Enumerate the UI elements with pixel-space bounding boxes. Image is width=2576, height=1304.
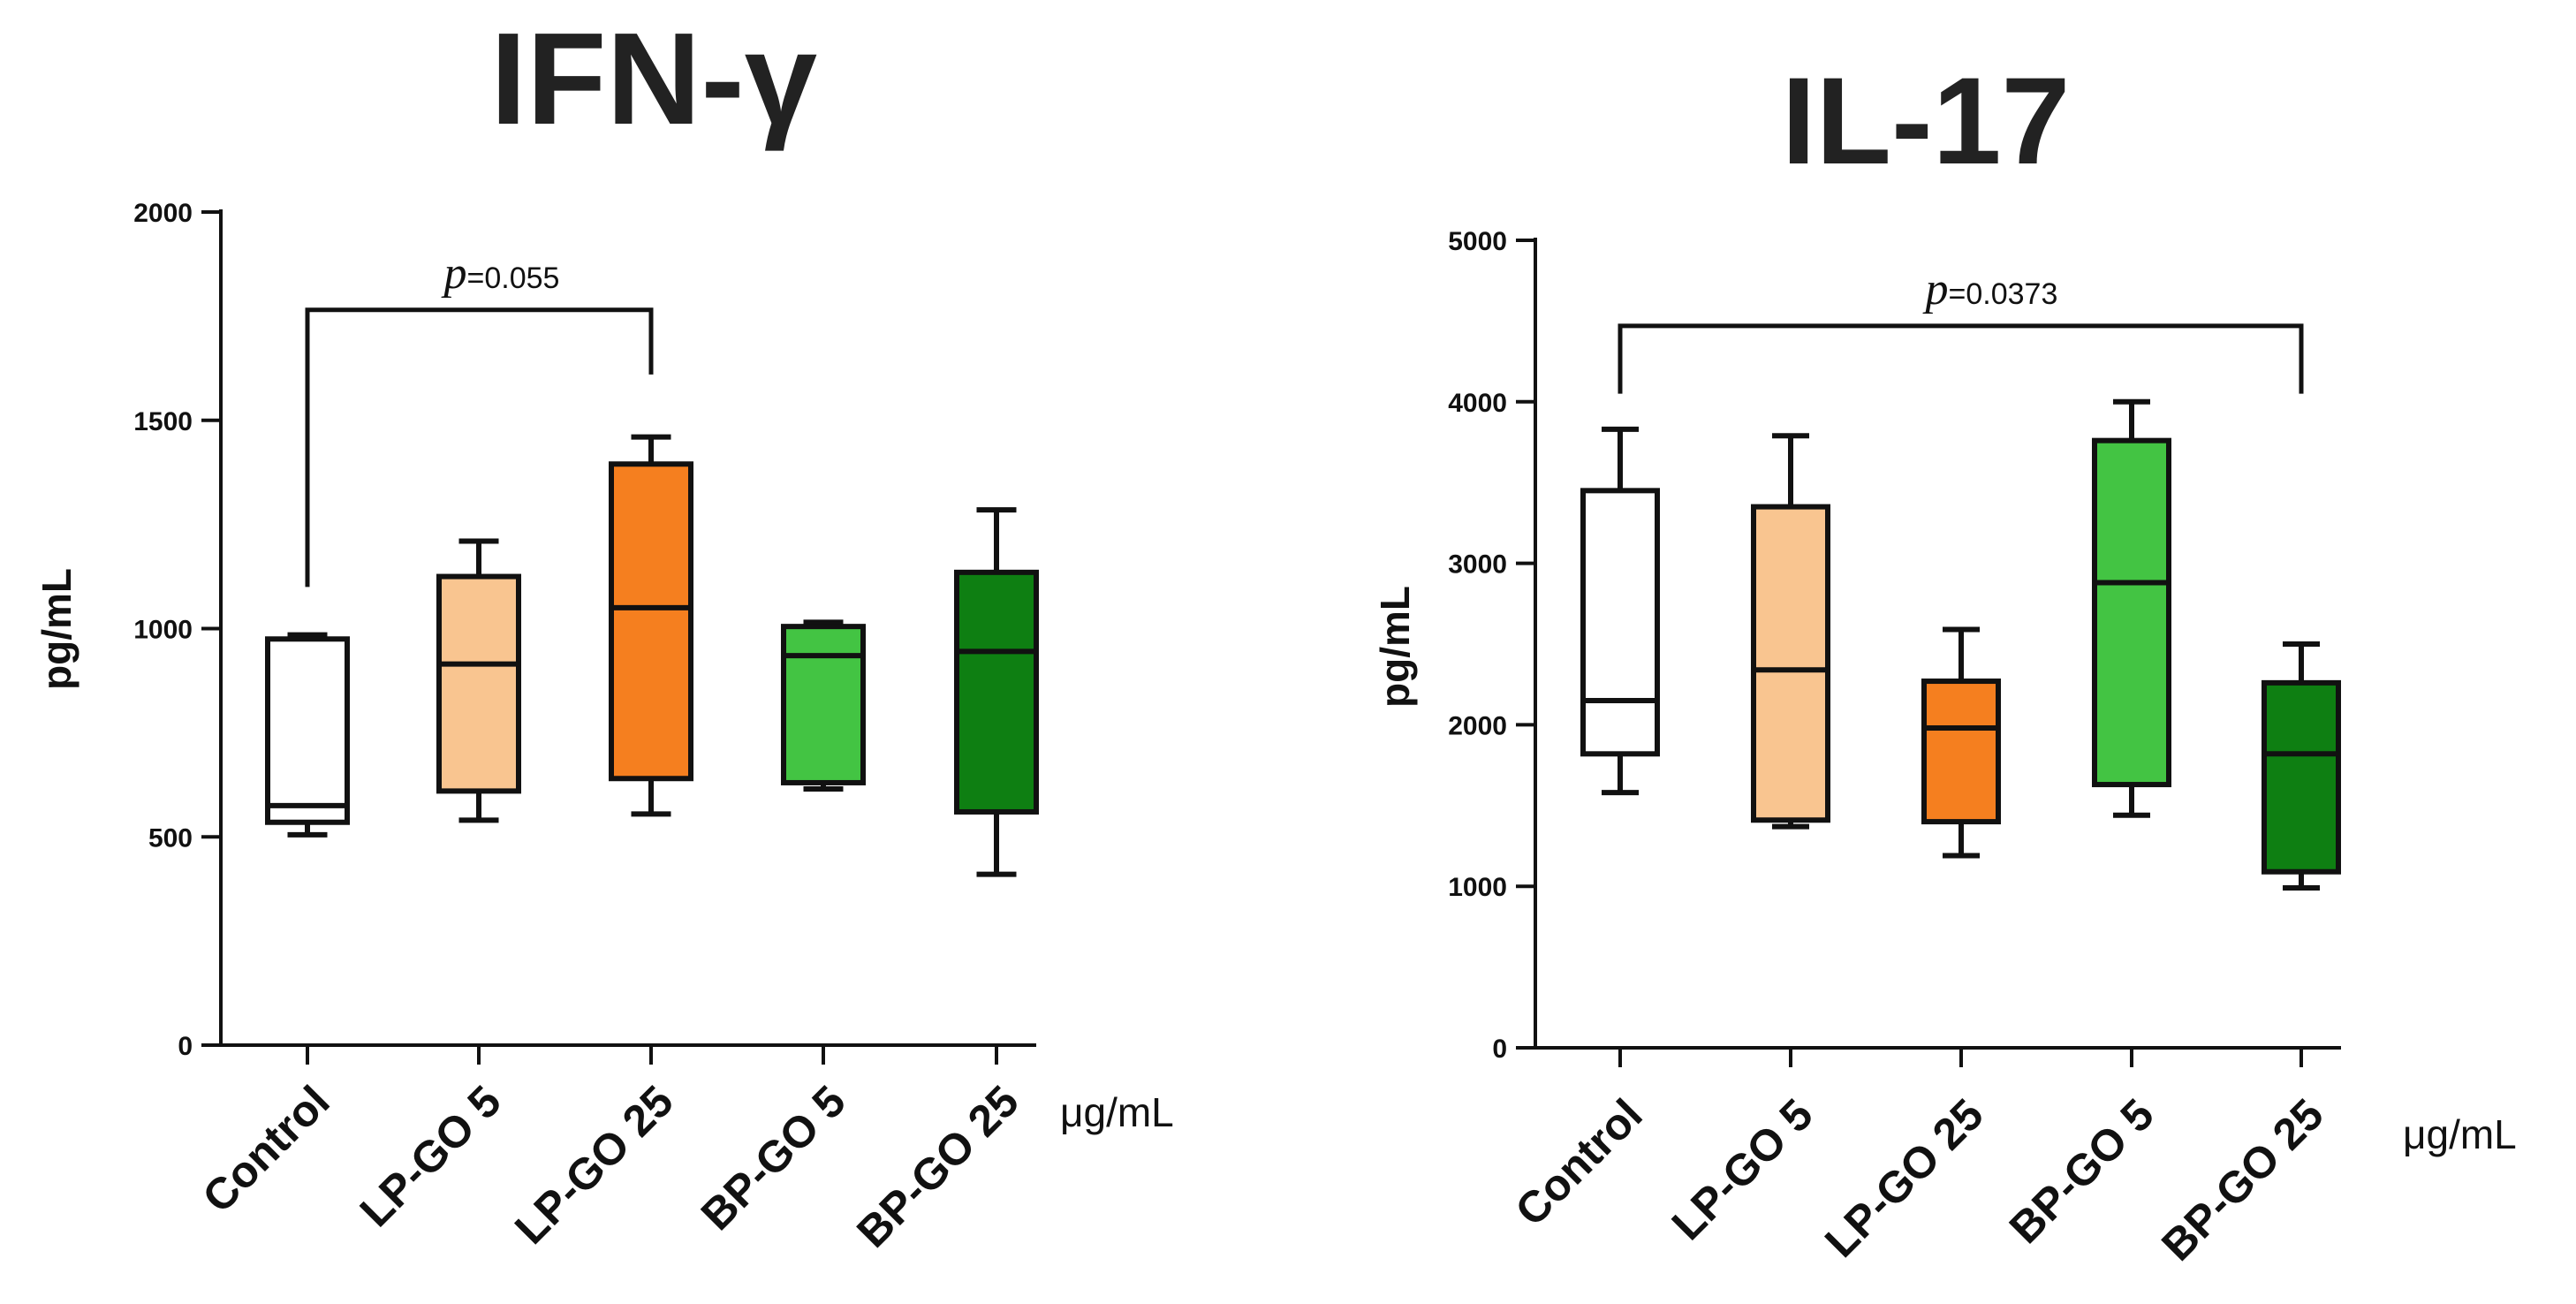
x-tick-label: BP-GO 25 <box>847 1076 1028 1257</box>
x-tick-label: BP-GO 5 <box>692 1076 855 1240</box>
chart-title: IFN-γ <box>490 6 817 152</box>
y-tick-label: 1500 <box>133 407 193 436</box>
y-tick-label: 500 <box>148 823 193 853</box>
box-iqr <box>1921 679 2001 825</box>
box-bp-go-5 <box>781 619 866 792</box>
box-bp-go-25 <box>2262 641 2341 891</box>
box-iqr <box>1751 504 1830 823</box>
p-value-label: p=0.0373 <box>1922 264 2058 315</box>
box-lp-go-5 <box>1751 433 1830 830</box>
p-value-label: p=0.055 <box>441 248 560 299</box>
box-iqr <box>954 569 1039 815</box>
x-tick-label: Control <box>1506 1089 1652 1235</box>
box-iqr <box>1580 488 1660 757</box>
x-tick-label: BP-GO 5 <box>2000 1089 2163 1253</box>
y-tick-label: 0 <box>1492 1035 1507 1064</box>
y-tick-label: 0 <box>178 1032 193 1061</box>
x-unit-label: μg/mL <box>1060 1089 1174 1135</box>
box-bp-go-5 <box>2092 398 2171 818</box>
box-iqr <box>2262 679 2341 875</box>
significance-bracket <box>1618 323 2304 394</box>
box-control <box>265 632 350 838</box>
y-axis-label: pg/mL <box>1372 586 1418 708</box>
y-tick-label: 2000 <box>1448 711 1507 740</box>
x-tick-label: LP-GO 25 <box>505 1076 683 1254</box>
y-tick-label: 1000 <box>133 616 193 645</box>
p-symbol: p <box>1922 264 1949 315</box>
box-iqr <box>609 461 693 782</box>
box-lp-go-25 <box>609 434 693 817</box>
box-iqr <box>781 624 866 785</box>
box-bp-go-25 <box>954 507 1039 877</box>
box-control <box>1580 426 1660 796</box>
y-tick-label: 5000 <box>1448 227 1507 256</box>
box-iqr <box>2092 437 2171 788</box>
chart-panel-1: IFN-γ pg/mL 0 500 1000 1500 2000 Control LP-GO 5… <box>34 6 1174 1257</box>
x-tick-label: BP-GO 25 <box>2152 1089 2333 1270</box>
box-iqr <box>436 573 521 794</box>
y-tick-label: 2000 <box>133 199 193 228</box>
chart-title: IL-17 <box>1782 51 2071 190</box>
x-tick-label: LP-GO 5 <box>1663 1089 1822 1249</box>
y-tick-label: 3000 <box>1448 550 1507 580</box>
x-unit-label: μg/mL <box>2403 1111 2517 1157</box>
box-lp-go-5 <box>436 538 521 823</box>
x-tick-label: LP-GO 5 <box>351 1076 511 1236</box>
p-symbol: p <box>441 248 467 299</box>
y-axis-label: pg/mL <box>34 568 80 690</box>
p-value: =0.0373 <box>1949 277 2058 311</box>
box-lp-go-25 <box>1921 626 2001 859</box>
significance-bracket <box>305 307 654 588</box>
y-tick-label: 1000 <box>1448 873 1507 902</box>
box-iqr <box>265 636 350 825</box>
x-tick-label: LP-GO 25 <box>1815 1089 1993 1267</box>
p-value: =0.055 <box>467 262 560 295</box>
y-tick-label: 4000 <box>1448 389 1507 418</box>
x-tick-label: Control <box>193 1076 339 1222</box>
